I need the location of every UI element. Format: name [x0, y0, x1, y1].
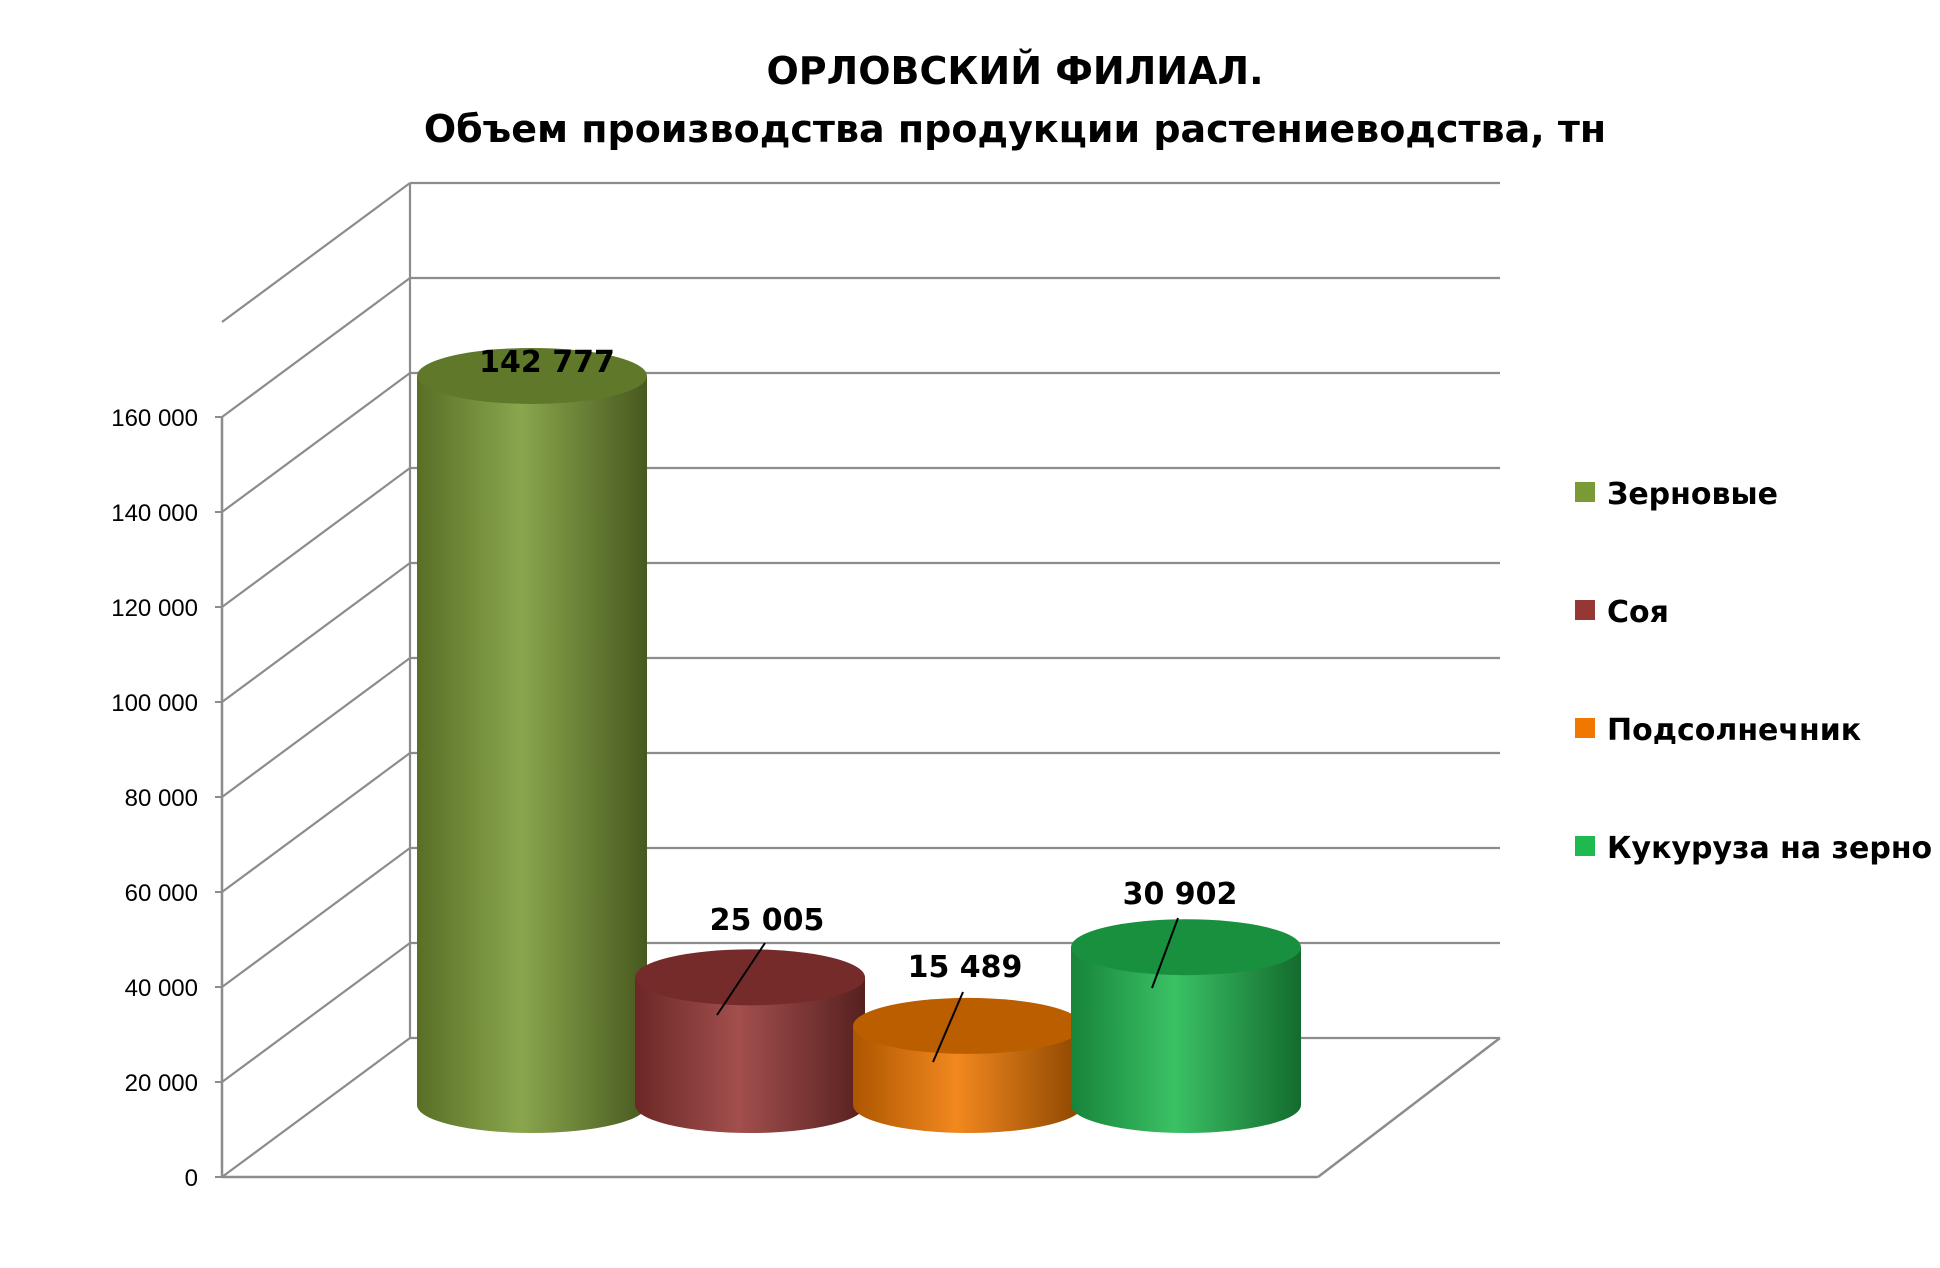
- data-label-bg: [705, 900, 829, 940]
- legend-entry: Зерновые: [1607, 477, 1778, 512]
- bar-body: [635, 977, 865, 1133]
- grid-line-side: [221, 1037, 411, 1178]
- bar-top: [635, 949, 865, 1006]
- y-tick-label: 20 000: [125, 1070, 198, 1097]
- legend-swatch: [1575, 836, 1595, 856]
- grid-line-side: [221, 562, 411, 703]
- legend-entry: Соя: [1607, 595, 1669, 630]
- grid-line-side: [221, 467, 411, 608]
- y-tick-label: 160 000: [111, 405, 198, 432]
- legend-swatch: [1575, 482, 1595, 502]
- bar-body: [1071, 947, 1301, 1133]
- floor-right-edge: [1317, 1037, 1501, 1178]
- bars: [417, 347, 1301, 1133]
- bar-top: [853, 997, 1083, 1054]
- bar-top: [417, 347, 647, 404]
- data-label: 15 489: [908, 950, 1023, 985]
- data-label: 142 777: [479, 345, 615, 380]
- y-axis-ticks: 0 20 000 40 000 60 000 80 000 100 000 120 000 1…: [111, 405, 222, 1192]
- y-tick-label: 40 000: [125, 975, 198, 1002]
- chart-subtitle: Объем производства продукции растениевод…: [424, 107, 1606, 151]
- data-label-leader: [1151, 917, 1179, 989]
- bar-body: [853, 1025, 1083, 1133]
- y-tick-label: 80 000: [125, 785, 198, 812]
- bar-top: [1071, 919, 1301, 976]
- data-labels: 142 777 25 005 15 489 30 902: [479, 345, 1242, 1063]
- grid-line-side: [221, 847, 411, 988]
- data-label-leader: [716, 942, 766, 1016]
- y-tick-label: 140 000: [111, 500, 198, 527]
- y-tick-label: 100 000: [111, 690, 198, 717]
- legend-entry: Кукуруза на зерно: [1607, 831, 1932, 866]
- grid-line-side: [221, 372, 411, 513]
- data-label-bg: [903, 947, 1027, 987]
- y-tick-label: 60 000: [125, 880, 198, 907]
- bar-body: [417, 375, 647, 1133]
- y-tick-label: 120 000: [111, 595, 198, 622]
- y-tick-label: 0: [185, 1165, 198, 1192]
- chart-title: ОРЛОВСКИЙ ФИЛИАЛ.: [766, 49, 1263, 93]
- grid-line-side: [221, 277, 411, 418]
- legend-swatch: [1575, 718, 1595, 738]
- data-label-leader: [932, 991, 964, 1063]
- grid-line-side: [221, 657, 411, 798]
- bar-1: [417, 347, 647, 1133]
- bar-4: [1071, 919, 1301, 1133]
- data-label: 30 902: [1123, 877, 1238, 912]
- data-label: 25 005: [710, 903, 825, 938]
- bar-2: [635, 949, 865, 1133]
- grid-line-side: [221, 942, 411, 1083]
- legend: Зерновые Соя Подсолнечник Кукуруза на зерно: [1575, 477, 1932, 866]
- grid-line-side: [221, 752, 411, 893]
- data-label-bg: [1118, 874, 1242, 914]
- bar-3: [853, 997, 1083, 1133]
- legend-entry: Подсолнечник: [1607, 713, 1861, 748]
- grid-line-side: [221, 182, 411, 323]
- legend-swatch: [1575, 600, 1595, 620]
